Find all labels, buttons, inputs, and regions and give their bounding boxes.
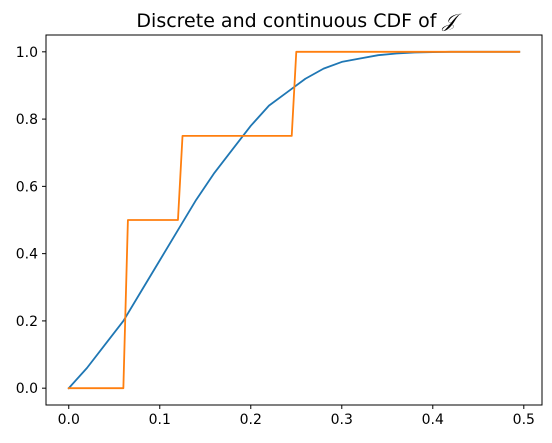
y-axis: 0.0 0.2 0.4 0.6 0.8 1.0 [16, 45, 46, 397]
series-line-1 [67, 50, 521, 390]
x-tick-label: 0.3 [331, 412, 353, 428]
y-tick-label: 0.6 [16, 179, 38, 195]
x-tick-label: 0.0 [58, 412, 80, 428]
x-tick-label: 0.2 [240, 412, 262, 428]
y-tick-label: 0.4 [16, 247, 38, 263]
chart-title: Discrete and continuous CDF of 𝒥 [136, 10, 462, 32]
y-tick-label: 0.8 [16, 112, 38, 128]
plot-area-frame [45, 34, 543, 406]
x-axis: 0.0 0.1 0.2 0.3 0.4 0.5 [58, 405, 535, 428]
plot-series [67, 50, 521, 390]
chart-title-symbol: 𝒥 [441, 10, 462, 32]
x-tick-label: 0.1 [149, 412, 171, 428]
y-tick-label: 0.2 [16, 314, 38, 330]
x-tick-label: 0.5 [513, 412, 535, 428]
x-tick-label: 0.4 [422, 412, 444, 428]
y-tick-label: 0.0 [16, 381, 38, 397]
chart-title-text: Discrete and continuous CDF of [136, 10, 442, 32]
y-tick-label: 1.0 [16, 45, 38, 61]
